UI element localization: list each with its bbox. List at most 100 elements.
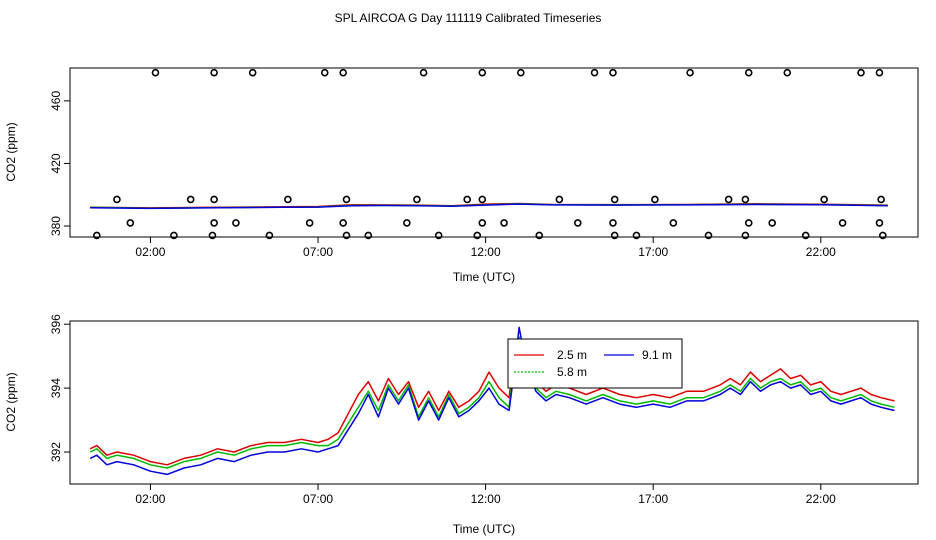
top-outlier-point bbox=[609, 68, 617, 77]
top-outlier-point bbox=[210, 219, 218, 227]
top-y-tick-label: 460 bbox=[49, 91, 63, 111]
legend-label-9-1m: 9.1 m bbox=[642, 348, 672, 362]
top-outlier-point bbox=[93, 231, 101, 240]
top-outlier-point bbox=[478, 219, 487, 227]
top-outlier-point bbox=[744, 219, 753, 227]
bottom-plot-frame bbox=[69, 320, 919, 485]
top-series-9-1-mline bbox=[90, 203, 888, 210]
bottom-y-tick-label: 396 bbox=[49, 314, 63, 334]
top-outlier-point bbox=[478, 68, 487, 77]
top-y-axis-label: CO2 (ppm) bbox=[4, 122, 18, 181]
top-outlier-point bbox=[535, 231, 544, 240]
top-outlier-point bbox=[170, 231, 178, 240]
top-outlier-point bbox=[342, 231, 351, 240]
bottom-x-tick-label: 17:00 bbox=[638, 492, 668, 506]
legend: 2.5 m 9.1 m 5.8 m bbox=[507, 338, 683, 389]
top-outlier-point bbox=[879, 231, 887, 240]
bottom-series-lines bbox=[89, 326, 895, 476]
top-outlier-point bbox=[610, 231, 619, 240]
top-x-tick-label: 22:00 bbox=[806, 245, 836, 259]
top-outlier-point bbox=[744, 68, 753, 77]
top-outlier-point bbox=[265, 231, 274, 240]
top-outlier-point bbox=[210, 68, 218, 77]
top-outlier-point bbox=[463, 195, 471, 204]
top-outlier-point bbox=[113, 195, 121, 204]
bottom-series-9-1-mline bbox=[89, 326, 895, 476]
top-x-tick-label: 02:00 bbox=[135, 245, 165, 259]
top-outlier-point bbox=[838, 219, 847, 227]
top-outlier-point bbox=[500, 219, 508, 227]
bottom-x-axis: 02:00 07:00 12:00 17:00 22:00 bbox=[135, 484, 836, 506]
bottom-series-2-5-mline bbox=[89, 342, 895, 466]
top-outlier-point bbox=[320, 68, 329, 77]
top-outlier-point bbox=[284, 195, 292, 204]
top-outlier-point bbox=[342, 195, 351, 204]
bottom-x-tick-label: 12:00 bbox=[471, 492, 501, 506]
top-outlier-point bbox=[686, 68, 694, 77]
bottom-panel: 02:00 07:00 12:00 17:00 22:00 392 394 396 Time… bbox=[4, 314, 919, 536]
top-outlier-point bbox=[632, 231, 641, 240]
bottom-y-axis: 392 394 396 bbox=[49, 314, 70, 462]
top-outlier-point bbox=[434, 231, 443, 240]
top-outlier-point bbox=[875, 68, 884, 77]
bottom-x-tick-label: 02:00 bbox=[135, 492, 165, 506]
top-outlier-point bbox=[151, 68, 160, 77]
bottom-x-tick-label: 07:00 bbox=[303, 492, 333, 506]
top-outlier-point bbox=[248, 68, 257, 77]
top-outlier-point bbox=[669, 219, 678, 227]
top-outlier-points bbox=[93, 68, 887, 240]
top-outlier-point bbox=[875, 219, 884, 227]
legend-label-5-8m: 5.8 m bbox=[557, 365, 587, 379]
bottom-series-5-8-mline bbox=[89, 336, 895, 469]
top-outlier-point bbox=[305, 219, 314, 227]
top-x-tick-label: 12:00 bbox=[471, 245, 501, 259]
top-outlier-point bbox=[820, 195, 828, 204]
top-x-tick-label: 07:00 bbox=[303, 245, 333, 259]
top-plot-frame bbox=[69, 67, 919, 238]
top-outlier-point bbox=[768, 219, 776, 227]
top-outlier-point bbox=[877, 195, 885, 204]
bottom-y-tick-label: 394 bbox=[49, 378, 63, 398]
top-outlier-point bbox=[610, 195, 619, 204]
legend-box bbox=[507, 338, 683, 389]
top-outlier-point bbox=[232, 219, 240, 227]
bottom-y-tick-label: 392 bbox=[49, 442, 63, 462]
top-outlier-point bbox=[186, 195, 195, 204]
top-outlier-point bbox=[704, 231, 713, 240]
top-outlier-point bbox=[473, 231, 482, 240]
top-y-tick-label: 420 bbox=[49, 153, 63, 173]
top-outlier-point bbox=[339, 68, 347, 77]
bottom-x-axis-label: Time (UTC) bbox=[453, 522, 515, 536]
top-outlier-point bbox=[783, 68, 792, 77]
top-outlier-point bbox=[573, 219, 582, 227]
top-outlier-point bbox=[590, 68, 599, 77]
top-outlier-point bbox=[609, 219, 617, 227]
top-outlier-point bbox=[403, 219, 411, 227]
bottom-y-axis-label: CO2 (ppm) bbox=[4, 372, 18, 431]
legend-label-2-5m: 2.5 m bbox=[557, 348, 587, 362]
top-outlier-point bbox=[210, 195, 218, 204]
top-outlier-point bbox=[801, 231, 810, 240]
top-outlier-point bbox=[555, 195, 564, 204]
top-y-axis: 380 420 460 bbox=[49, 91, 70, 236]
top-outlier-point bbox=[651, 195, 659, 204]
top-x-tick-label: 17:00 bbox=[638, 245, 668, 259]
top-outlier-point bbox=[364, 231, 373, 240]
top-outlier-point bbox=[478, 195, 487, 204]
top-series-lines bbox=[90, 202, 888, 210]
top-panel: 02:00 07:00 12:00 17:00 22:00 380 420 460 Time… bbox=[4, 67, 919, 284]
chart-title: SPL AIRCOA G Day 111119 Calibrated Times… bbox=[335, 11, 602, 25]
top-outlier-point bbox=[208, 231, 217, 240]
top-outlier-point bbox=[126, 219, 135, 227]
top-x-axis: 02:00 07:00 12:00 17:00 22:00 bbox=[135, 237, 836, 259]
top-outlier-point bbox=[413, 195, 421, 204]
top-outlier-point bbox=[857, 68, 865, 77]
top-x-axis-label: Time (UTC) bbox=[453, 270, 515, 284]
top-outlier-point bbox=[741, 231, 750, 240]
top-outlier-point bbox=[741, 195, 750, 204]
top-outlier-point bbox=[517, 68, 525, 77]
top-outlier-point bbox=[724, 195, 733, 204]
bottom-x-tick-label: 22:00 bbox=[806, 492, 836, 506]
top-outlier-point bbox=[339, 219, 347, 227]
